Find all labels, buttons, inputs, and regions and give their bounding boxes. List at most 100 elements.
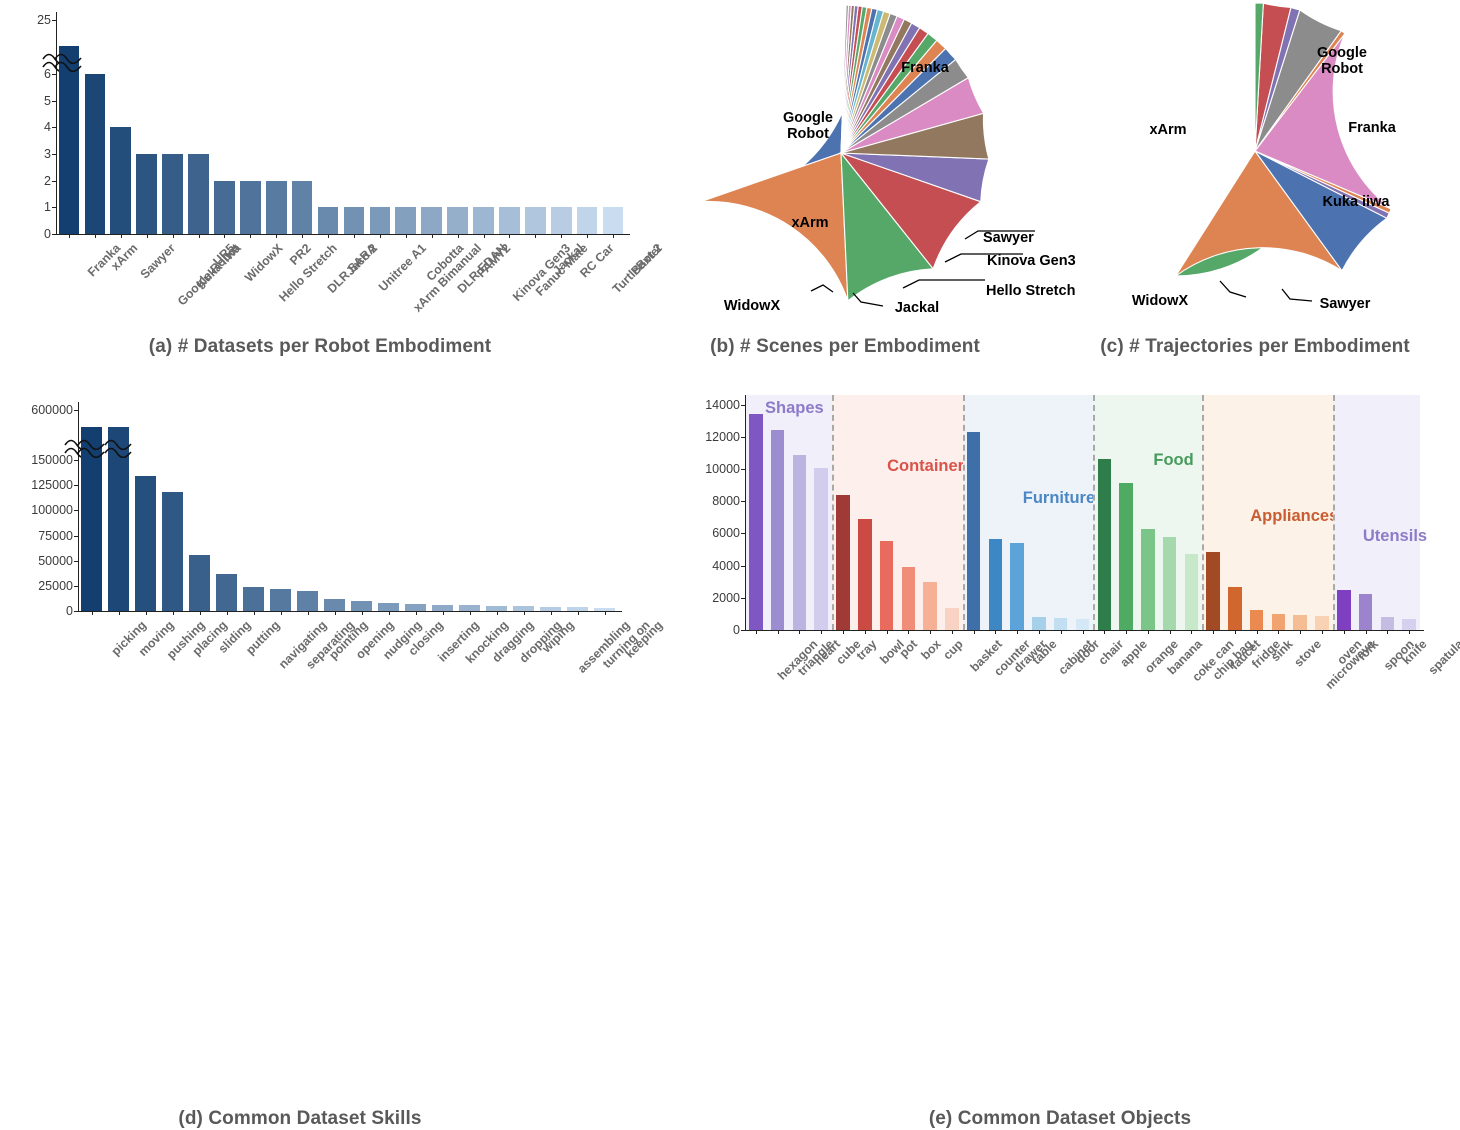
bar-heart [792, 455, 807, 630]
bar-assembling [539, 606, 562, 611]
bar-turning-on [566, 607, 589, 611]
y-tick-mark-1 [741, 436, 745, 438]
pie-label-google-robot: Google Robot [783, 110, 833, 143]
bar-Kuka-iiwa [162, 154, 183, 234]
x-tick-mark-18 [577, 611, 579, 615]
caption-c: (c) # Trajectories per Embodiment [1100, 336, 1410, 357]
y-tick-mark-6 [741, 597, 745, 599]
bar-Google-Robot [136, 154, 158, 234]
x-tick-mark-17 [1126, 630, 1128, 634]
bar-orange [1119, 482, 1133, 630]
x-tick-mark-6 [224, 234, 226, 238]
pie-label-xarm: xArm [1149, 122, 1187, 138]
x-tick-mark-19 [561, 234, 563, 238]
x-axis-label-Sawyer: Sawyer [137, 241, 178, 282]
leader-line-widowx [1219, 280, 1247, 298]
y-tick-mark-4 [74, 535, 78, 537]
x-tick-mark-5 [198, 234, 200, 238]
y-axis-line [56, 12, 57, 234]
panel-d-common-skills: 600000 150000 125000 100000 75000 50000 25000 0… [0, 385, 665, 1129]
x-tick-mark-4 [199, 611, 201, 615]
x-tick-mark-24 [1278, 630, 1280, 634]
x-tick-mark-16 [1104, 630, 1106, 634]
x-axis-line [56, 234, 630, 235]
bar-fork [1337, 589, 1351, 630]
y-tick-label-5: 50000 [38, 553, 73, 568]
bar-cup [923, 581, 937, 630]
panel-a-datasets-per-embodiment: 25 6 5 4 3 2 1 0 Franka xArm Sawyer Google Robot Kuk… [0, 0, 665, 360]
bar-PR2 [265, 180, 287, 234]
bar-door [1053, 617, 1068, 630]
x-tick-mark-15 [496, 611, 498, 615]
y-tick-label-4: 3 [44, 147, 51, 161]
x-tick-mark-11 [388, 611, 390, 615]
bar-spatula [1402, 618, 1416, 630]
bar-knocking [431, 604, 454, 611]
y-tick-label-4: 75000 [38, 528, 73, 543]
y-tick-mark-3 [741, 501, 745, 503]
group-title-containers: Containers [887, 457, 974, 475]
bar-Sawyer [110, 127, 132, 234]
bar-chip-bag [1184, 553, 1199, 630]
x-tick-mark-1 [777, 630, 779, 634]
leader-line-jackal [852, 292, 884, 307]
group-title-shapes: Shapes [765, 399, 824, 417]
bar-spoon [1358, 593, 1373, 630]
leader-line-sawyer [964, 230, 1035, 240]
bar-break-squiggle [54, 52, 84, 72]
x-tick-mark-3 [146, 234, 148, 238]
leader-line-kinova-gen3 [944, 253, 1023, 263]
x-tick-mark-16 [523, 611, 525, 615]
bar-RC-Car [550, 207, 572, 234]
y-tick-mark-1 [52, 74, 56, 75]
leader-line-widowx [810, 284, 834, 293]
x-tick-mark-15 [1082, 630, 1084, 634]
bar-Jaco-2 [317, 207, 339, 234]
x-tick-mark-25 [1300, 630, 1302, 634]
x-tick-mark-0 [755, 630, 757, 634]
x-tick-mark-14 [431, 234, 433, 238]
x-tick-mark-19 [1169, 630, 1171, 634]
x-tick-mark-26 [1322, 630, 1324, 634]
group-band-furniture [962, 395, 1094, 630]
x-tick-mark-3 [172, 611, 174, 615]
y-tick-label-5: 4000 [712, 558, 740, 573]
x-tick-mark-23 [1256, 630, 1258, 634]
y-tick-label-5: 2 [44, 173, 51, 188]
caption-e: (e) Common Dataset Objects [928, 1108, 1192, 1129]
y-tick-label-0: 600000 [31, 403, 73, 417]
bar-PAMY2 [447, 207, 468, 234]
y-axis-line [78, 402, 79, 611]
bar-WidowX [214, 180, 235, 234]
x-tick-mark-12 [379, 234, 381, 238]
y-tick-label-7: 0 [733, 623, 740, 637]
x-tick-mark-19 [604, 611, 606, 615]
chart-c-pie-host: xArm Google Robot Franka Kuka iiwa WidowX Sawy… [1050, 0, 1460, 330]
y-tick-label-2: 10000 [705, 462, 740, 477]
y-tick-label-3: 100000 [31, 503, 73, 518]
y-tick-mark-6 [74, 585, 78, 587]
bar-Hello-Stretch [239, 180, 261, 234]
y-tick-mark-4 [741, 533, 745, 535]
y-tick-label-1: 12000 [705, 429, 740, 444]
x-tick-mark-28 [1365, 630, 1367, 634]
x-tick-mark-8 [307, 611, 309, 615]
bar-navigating [242, 587, 265, 611]
y-tick-mark-1 [74, 460, 78, 461]
bar-Kinova-Gen3 [473, 207, 494, 234]
group-divider-furniture [962, 395, 965, 630]
bar-TurtleBot-2 [576, 207, 598, 234]
x-axis-label-cup: cup [940, 637, 966, 663]
y-tick-mark-3 [74, 510, 78, 512]
y-tick-mark-2 [52, 100, 56, 102]
leader-line-hello-stretch [902, 279, 985, 289]
bar-pot [879, 541, 894, 630]
x-tick-mark-6 [886, 630, 888, 634]
bar-moving [107, 427, 130, 611]
x-tick-mark-15 [457, 234, 459, 238]
x-axis-label-stove: stove [1291, 637, 1325, 670]
x-tick-mark-13 [1038, 630, 1040, 634]
y-tick-label-7: 0 [44, 227, 51, 241]
x-tick-mark-0 [68, 234, 70, 238]
x-tick-mark-4 [172, 234, 174, 238]
